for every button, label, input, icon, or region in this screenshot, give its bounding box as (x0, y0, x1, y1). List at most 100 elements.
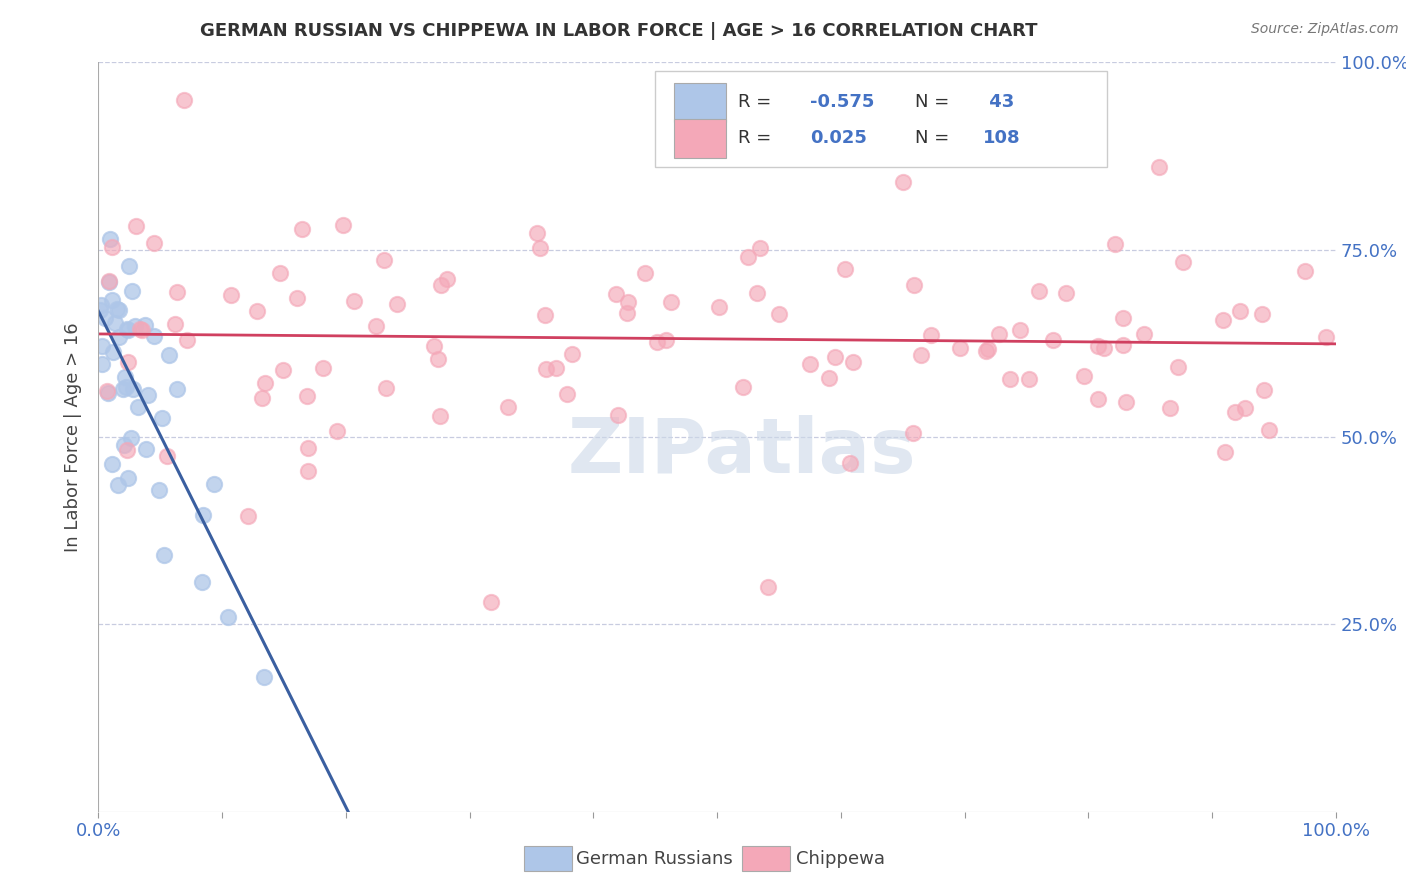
Point (903, 278, 925, 293)
Point (387, 296, 409, 310)
Point (297, 464, 319, 478)
Point (1147, 161, 1170, 175)
Point (125, 219, 148, 233)
Point (217, 610, 239, 624)
Point (297, 441, 319, 455)
Point (131, 323, 153, 337)
Point (1000, 372, 1022, 386)
Point (429, 409, 451, 423)
Point (115, 322, 138, 336)
Point (607, 408, 630, 422)
Text: R =: R = (738, 129, 778, 147)
Point (616, 295, 638, 310)
Point (90, 357, 112, 371)
Point (655, 333, 678, 347)
Point (1092, 341, 1115, 355)
Point (191, 574, 214, 589)
Point (824, 350, 846, 364)
Point (1054, 286, 1077, 301)
Point (616, 306, 638, 320)
FancyBboxPatch shape (673, 119, 725, 158)
Point (747, 285, 769, 300)
Point (105, 302, 128, 317)
Text: -0.575: -0.575 (810, 93, 875, 112)
Point (108, 330, 131, 344)
Point (949, 341, 972, 355)
Point (1073, 369, 1095, 384)
Point (98, 231, 121, 245)
Point (818, 370, 841, 384)
Point (1229, 304, 1251, 318)
Point (114, 438, 136, 452)
Point (479, 595, 502, 609)
Point (191, 508, 214, 523)
Text: ZIPatlas: ZIPatlas (568, 415, 917, 489)
Point (1253, 383, 1275, 397)
Point (768, 308, 790, 322)
Point (153, 549, 176, 563)
Point (1018, 372, 1040, 386)
Point (436, 272, 458, 286)
Point (661, 295, 683, 310)
Text: Chippewa: Chippewa (796, 850, 884, 868)
Point (219, 288, 242, 302)
Point (1008, 322, 1031, 336)
Point (1212, 313, 1234, 327)
Point (291, 221, 314, 235)
Point (1112, 310, 1135, 325)
Point (561, 347, 583, 361)
Point (124, 318, 146, 333)
Point (555, 386, 578, 401)
Point (101, 344, 124, 359)
Point (112, 382, 135, 396)
Point (920, 328, 942, 343)
Point (157, 348, 180, 362)
Point (529, 241, 551, 255)
Point (533, 308, 555, 322)
Point (135, 442, 157, 456)
Point (115, 442, 138, 457)
Point (1133, 327, 1156, 342)
Point (1112, 338, 1135, 352)
Text: 43: 43 (983, 93, 1014, 112)
Point (737, 250, 759, 264)
Point (90, 338, 112, 352)
Point (156, 450, 179, 464)
Point (903, 425, 925, 440)
Point (285, 291, 308, 305)
Point (605, 287, 627, 301)
Point (1087, 339, 1109, 353)
Point (426, 351, 449, 366)
Point (163, 317, 186, 331)
Point (1115, 395, 1137, 409)
Point (988, 327, 1011, 342)
Point (731, 380, 754, 394)
Point (839, 456, 862, 470)
Point (1159, 401, 1181, 415)
FancyBboxPatch shape (673, 83, 725, 121)
Point (114, 370, 136, 384)
FancyBboxPatch shape (655, 71, 1107, 168)
Point (332, 219, 354, 233)
Point (107, 302, 129, 317)
Point (117, 471, 139, 485)
Point (166, 285, 188, 299)
Point (756, 580, 779, 594)
Point (246, 304, 269, 318)
Point (343, 293, 366, 308)
Point (176, 334, 198, 348)
Point (253, 670, 276, 684)
Point (498, 400, 520, 414)
Point (97, 275, 120, 289)
Point (104, 317, 127, 331)
Text: Source: ZipAtlas.com: Source: ZipAtlas.com (1251, 22, 1399, 37)
Point (97, 274, 120, 288)
Point (423, 339, 446, 353)
Point (834, 262, 856, 277)
Point (526, 226, 548, 240)
Point (830, 115, 852, 129)
Point (1223, 405, 1246, 419)
Point (974, 343, 997, 358)
Text: R =: R = (738, 93, 778, 112)
Y-axis label: In Labor Force | Age > 16: In Labor Force | Age > 16 (65, 322, 83, 552)
